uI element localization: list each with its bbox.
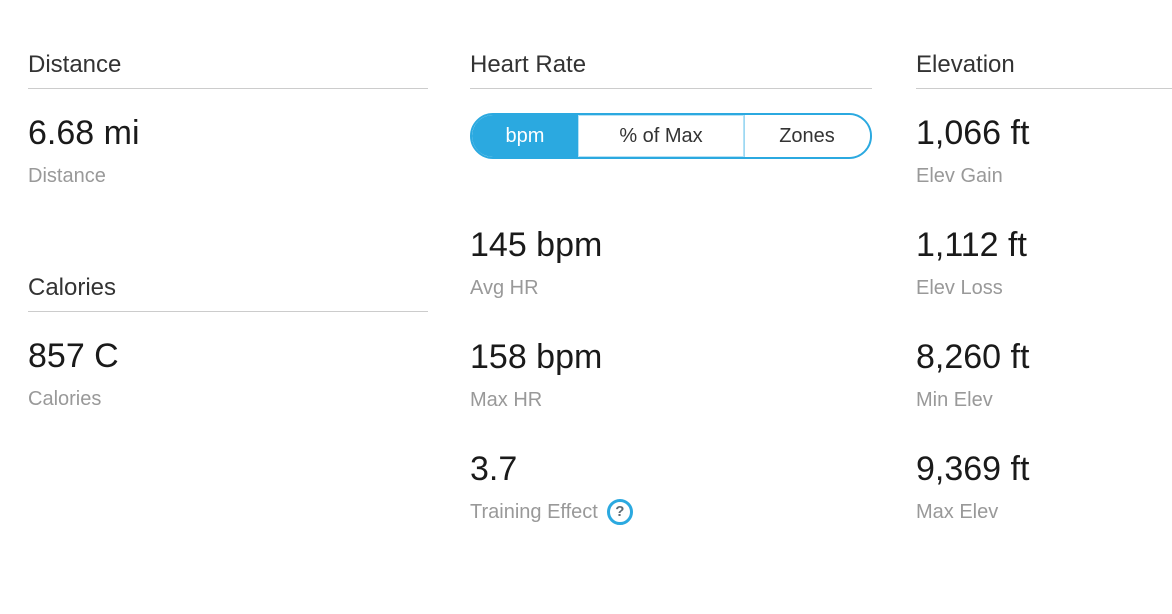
max-hr-value: 158 bpm bbox=[470, 338, 603, 376]
training-effect-label-row: Training Effect ? bbox=[470, 499, 872, 525]
calories-label: Calories bbox=[28, 388, 102, 410]
min-elev-value: 8,260 ft bbox=[916, 338, 1030, 376]
metric-calories: 857 C Calories bbox=[28, 334, 428, 412]
metric-max-hr: 158 bpm Max HR bbox=[470, 335, 872, 413]
min-elev-label: Min Elev bbox=[916, 389, 993, 411]
max-elev-value: 9,369 ft bbox=[916, 450, 1030, 488]
heart-rate-column: Heart Rate bpm % of Max Zones 145 bpm Av… bbox=[470, 0, 872, 525]
question-circle-icon[interactable]: ? bbox=[606, 499, 633, 525]
metric-avg-hr: 145 bpm Avg HR bbox=[470, 223, 872, 301]
avg-hr-label: Avg HR bbox=[470, 277, 539, 299]
distance-calories-column: Distance 6.68 mi Distance Calories 857 C… bbox=[28, 0, 428, 412]
heart-rate-unit-toggle: bpm % of Max Zones bbox=[470, 113, 872, 159]
section-header-elevation: Elevation bbox=[916, 50, 1172, 89]
toggle-option-zones[interactable]: Zones bbox=[744, 115, 870, 157]
max-elev-label: Max Elev bbox=[916, 501, 999, 523]
metric-distance: 6.68 mi Distance bbox=[28, 111, 428, 189]
metric-elev-loss: 1,112 ft Elev Loss bbox=[916, 223, 1172, 301]
metric-training-effect: 3.7 Training Effect ? bbox=[470, 447, 872, 525]
section-header-heart-rate: Heart Rate bbox=[470, 50, 872, 89]
elevation-column: Elevation 1,066 ft Elev Gain 1,112 ft El… bbox=[916, 0, 1172, 525]
max-hr-label: Max HR bbox=[470, 389, 543, 411]
elev-loss-label: Elev Loss bbox=[916, 277, 1003, 299]
elev-loss-value: 1,112 ft bbox=[916, 226, 1027, 264]
section-header-distance: Distance bbox=[28, 50, 428, 89]
distance-label: Distance bbox=[28, 165, 106, 187]
avg-hr-value: 145 bpm bbox=[470, 226, 603, 264]
calories-value: 857 C bbox=[28, 337, 119, 375]
metric-elev-gain: 1,066 ft Elev Gain bbox=[916, 111, 1172, 189]
elev-gain-value: 1,066 ft bbox=[916, 114, 1030, 152]
toggle-option-bpm[interactable]: bpm bbox=[472, 115, 578, 157]
section-header-calories: Calories bbox=[28, 273, 428, 312]
toggle-option-percent-of-max[interactable]: % of Max bbox=[578, 115, 744, 157]
distance-value: 6.68 mi bbox=[28, 114, 140, 152]
metric-max-elev: 9,369 ft Max Elev bbox=[916, 447, 1172, 525]
metric-min-elev: 8,260 ft Min Elev bbox=[916, 335, 1172, 413]
elev-gain-label: Elev Gain bbox=[916, 165, 1003, 187]
training-effect-value: 3.7 bbox=[470, 450, 518, 488]
training-effect-label: Training Effect bbox=[470, 501, 598, 523]
